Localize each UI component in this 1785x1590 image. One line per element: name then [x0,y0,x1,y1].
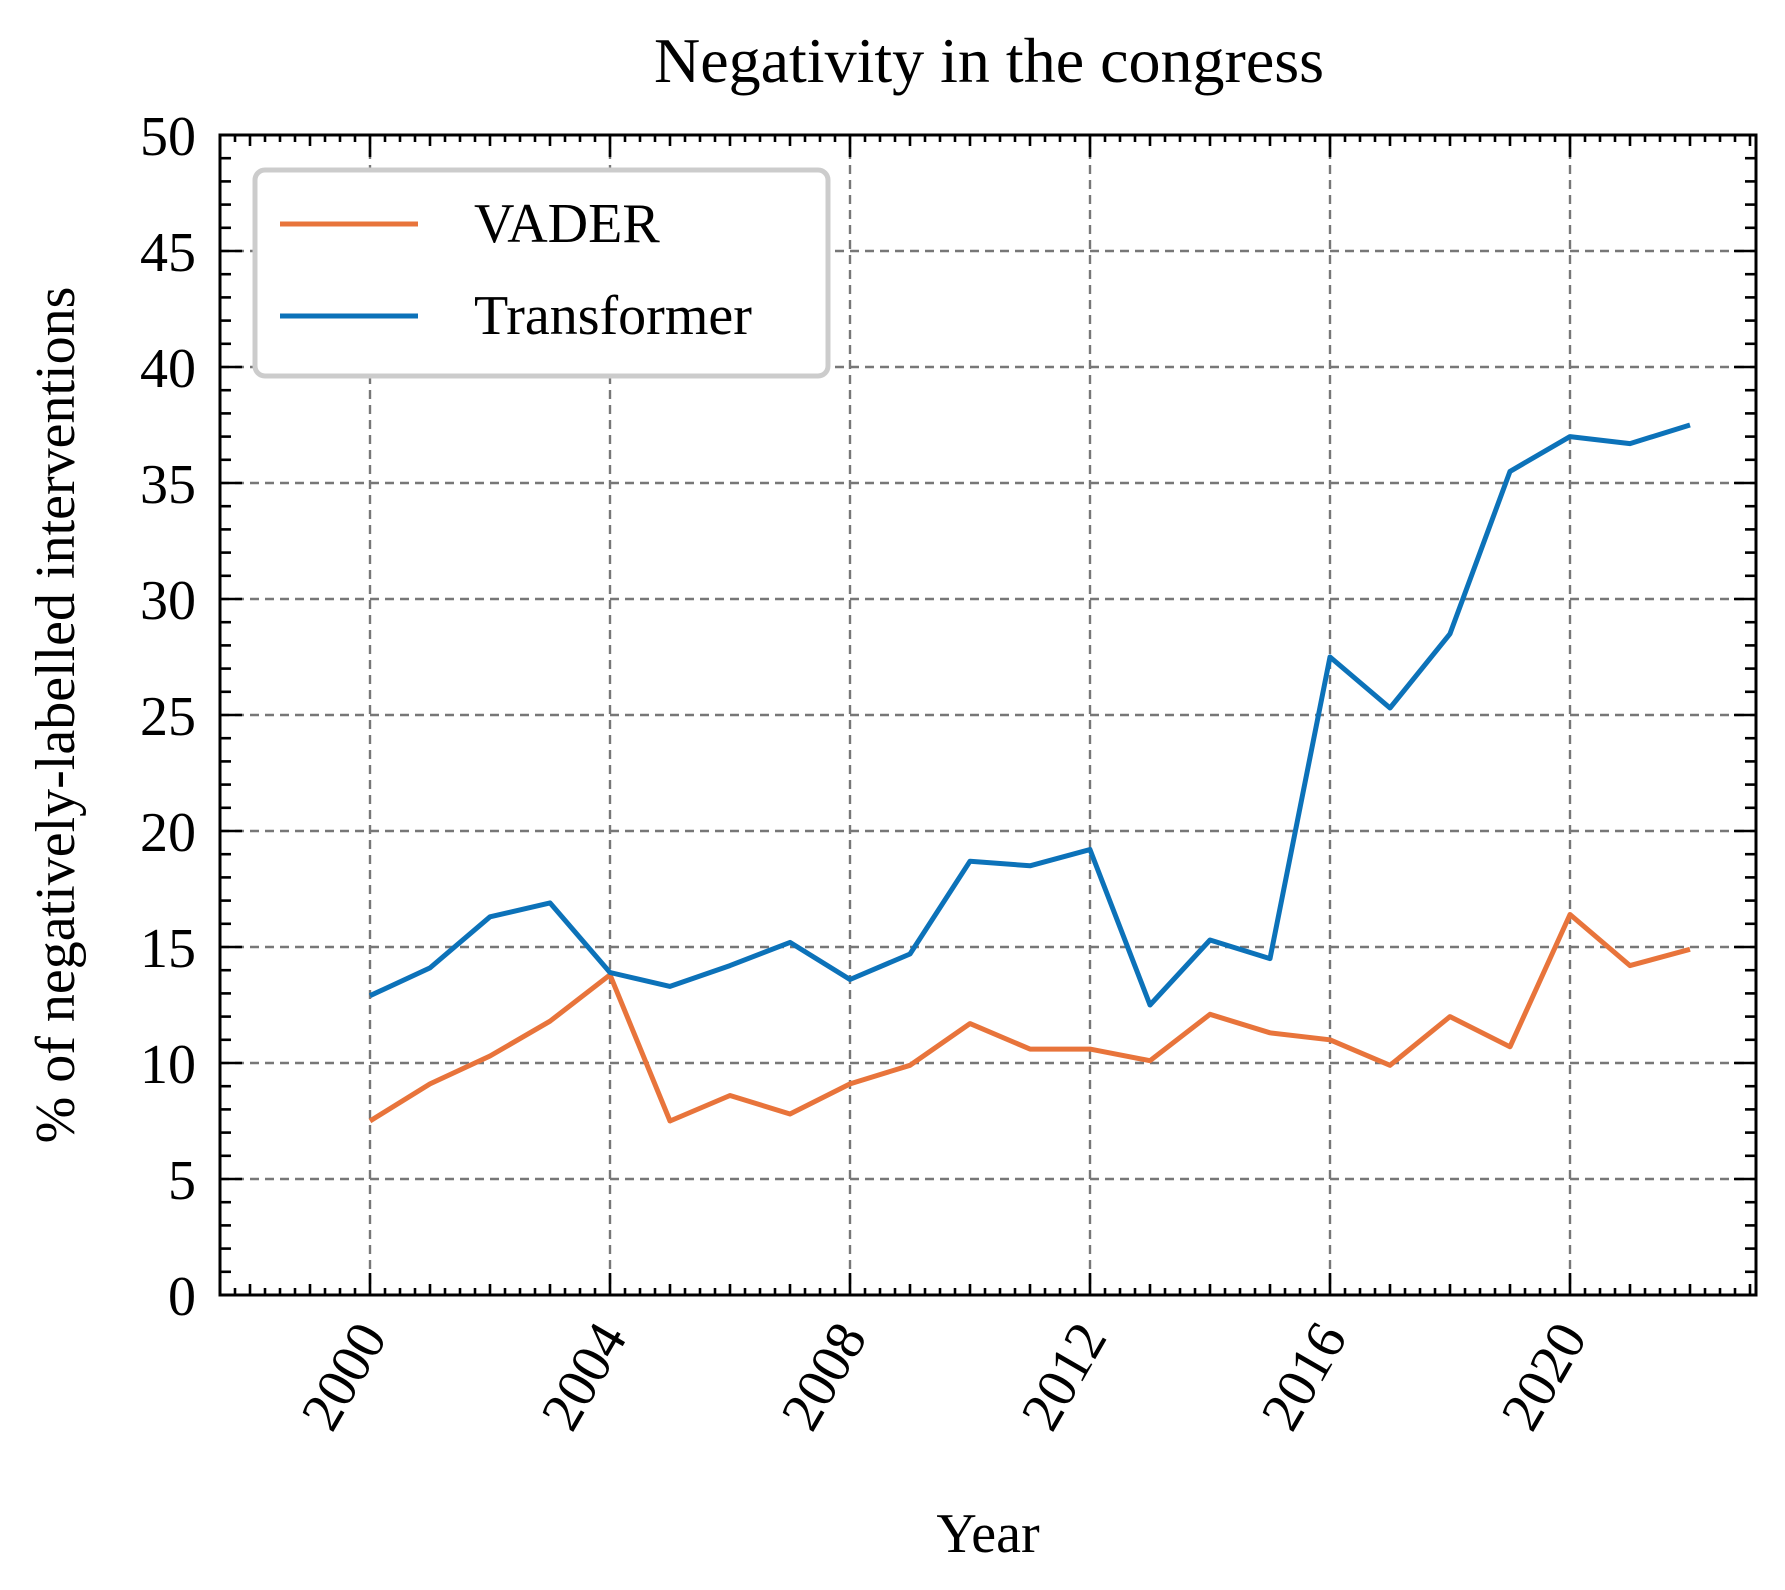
x-tick-label: 2000 [290,1313,400,1441]
legend: VADER Transformer [252,167,831,379]
x-tick-label: 2012 [1010,1313,1120,1441]
chart-title: Negativity in the congress [654,25,1324,96]
y-tick-label: 30 [140,570,196,632]
legend-label: Transformer [474,285,752,347]
axis-ticks [218,133,1756,1297]
y-tick-labels: 0 5 10 15 20 25 30 35 40 45 50 [140,106,196,1328]
x-tick-label: 2008 [770,1313,880,1441]
x-tick-label: 2016 [1250,1313,1360,1441]
x-tick-label: 2020 [1490,1313,1600,1441]
x-tick-labels: 2000 2004 2008 2012 2016 2020 [290,1313,1600,1441]
series-lines [368,422,1691,1124]
y-tick-label: 0 [168,1266,196,1328]
y-axis-label: % of negatively-labelled interventions [25,287,87,1144]
y-tick-label: 35 [140,454,196,516]
y-tick-label: 45 [140,222,196,284]
x-tick-label: 2004 [530,1313,640,1441]
y-tick-label: 15 [140,918,196,980]
y-tick-label: 25 [140,686,196,748]
y-tick-label: 5 [168,1150,196,1212]
x-axis-label: Year [936,1503,1040,1565]
y-tick-label: 20 [140,802,196,864]
legend-label: VADER [474,193,660,255]
series-line-vader [368,912,1691,1124]
y-tick-label: 40 [140,338,196,400]
y-tick-label: 10 [140,1034,196,1096]
y-tick-label: 50 [140,106,196,168]
